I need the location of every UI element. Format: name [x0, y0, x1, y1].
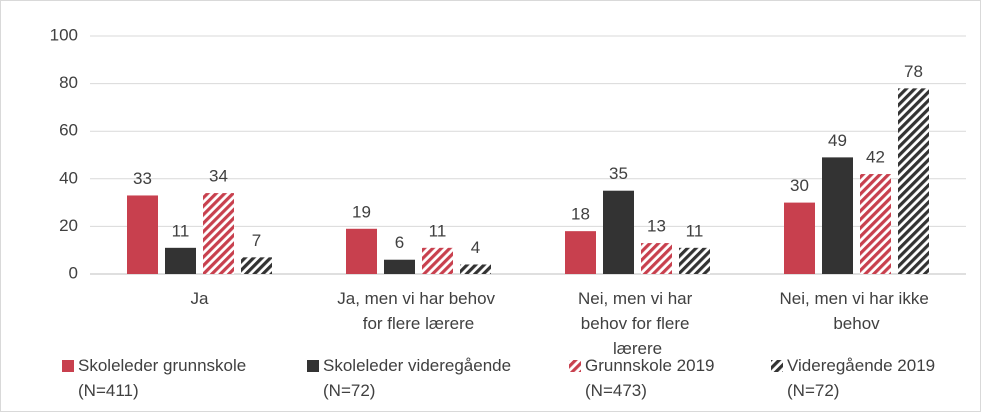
y-tick-label: 100	[50, 25, 78, 44]
bar	[346, 228, 377, 274]
data-label: 30	[790, 176, 809, 195]
x-tick-label: Nei, men vi har behov for flere lærere	[578, 289, 697, 358]
bar	[422, 247, 453, 274]
bar	[860, 174, 891, 274]
legend-swatch	[569, 360, 581, 372]
bar	[603, 190, 634, 274]
y-tick-label: 40	[59, 168, 78, 187]
bar	[565, 231, 596, 274]
legend-swatch	[307, 360, 319, 372]
bar	[784, 202, 815, 274]
x-tick-label: Nei, men vi har ikke behov	[780, 289, 934, 333]
bar	[641, 243, 672, 274]
x-tick-label: Ja, men vi har behov for flere lærere	[337, 289, 500, 333]
legend-label: Skoleleder grunnskole (N=411)	[78, 356, 251, 400]
y-tick-label: 60	[59, 121, 78, 140]
data-label: 35	[609, 164, 628, 183]
data-label: 7	[252, 231, 261, 250]
legend-label: Grunnskole 2019 (N=473)	[585, 356, 719, 400]
bar	[165, 247, 196, 274]
data-label: 4	[471, 238, 480, 257]
bar	[241, 257, 272, 274]
data-label: 6	[395, 233, 404, 252]
y-tick-label: 20	[59, 216, 78, 235]
bar	[384, 259, 415, 274]
data-label: 11	[172, 221, 190, 240]
bar	[203, 193, 234, 274]
data-label: 11	[686, 221, 704, 240]
bar	[898, 88, 929, 274]
bar	[460, 264, 491, 274]
data-label: 18	[571, 205, 590, 224]
legend-swatch	[62, 360, 74, 372]
legend-swatch	[771, 360, 783, 372]
data-label: 13	[647, 217, 666, 236]
data-label: 11	[429, 221, 447, 240]
x-tick-label: Ja	[191, 289, 210, 308]
legend-label: Videregående 2019 (N=72)	[787, 356, 940, 400]
data-label: 78	[904, 62, 923, 81]
legend-label: Skoleleder videregående (N=72)	[323, 356, 516, 400]
data-label: 33	[133, 169, 152, 188]
data-label: 34	[209, 167, 228, 186]
data-label: 19	[352, 202, 371, 221]
y-tick-label: 0	[69, 263, 78, 282]
bar	[127, 195, 158, 274]
data-label: 49	[828, 131, 847, 150]
y-tick-label: 80	[59, 73, 78, 92]
data-label: 42	[866, 148, 885, 167]
bar	[679, 247, 710, 274]
bar	[822, 157, 853, 274]
